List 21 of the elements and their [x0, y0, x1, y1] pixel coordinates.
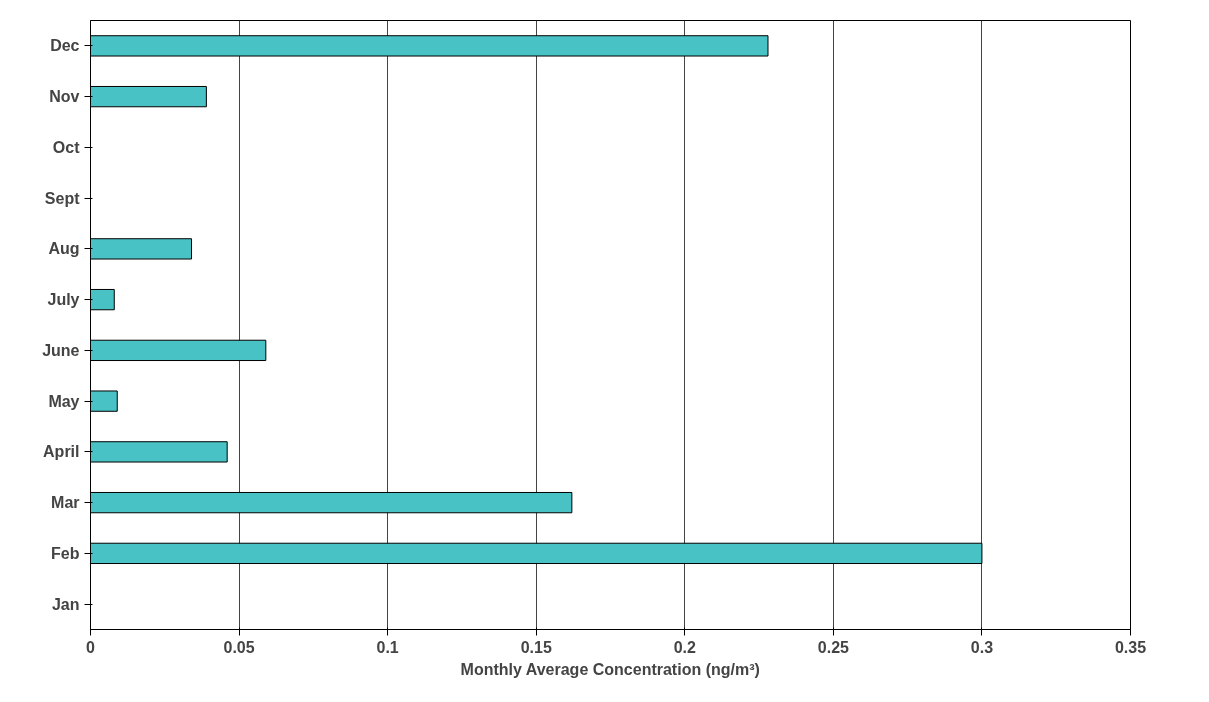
y-tick-label: June	[42, 341, 80, 359]
y-tick-label: Dec	[50, 37, 80, 55]
y-tick-label: Jan	[51, 595, 80, 613]
y-tick-label: Oct	[52, 138, 81, 156]
y-tick-label: April	[43, 443, 80, 461]
y-tick-label: July	[47, 291, 80, 309]
x-tick-label: 0.35	[1114, 638, 1147, 656]
y-tick-label: May	[48, 392, 80, 410]
x-tick-label: 0.3	[970, 638, 994, 656]
x-axis-title: Monthly Average Concentration (ng/m³)	[460, 660, 760, 678]
x-tick-label: 0.25	[817, 638, 850, 656]
y-tick-label: Sept	[44, 189, 81, 207]
x-tick-label: 0	[86, 638, 96, 656]
x-tick-label: 0.15	[520, 638, 552, 656]
y-tick-label: Nov	[49, 88, 80, 106]
y-tick-label: Feb	[51, 544, 80, 562]
x-tick-label: 0.05	[223, 638, 255, 656]
x-tick-label: 0.2	[673, 638, 697, 656]
y-tick-label: Aug	[48, 240, 80, 258]
y-tick-label: Mar	[51, 494, 80, 512]
x-tick-label: 0.1	[376, 638, 399, 656]
